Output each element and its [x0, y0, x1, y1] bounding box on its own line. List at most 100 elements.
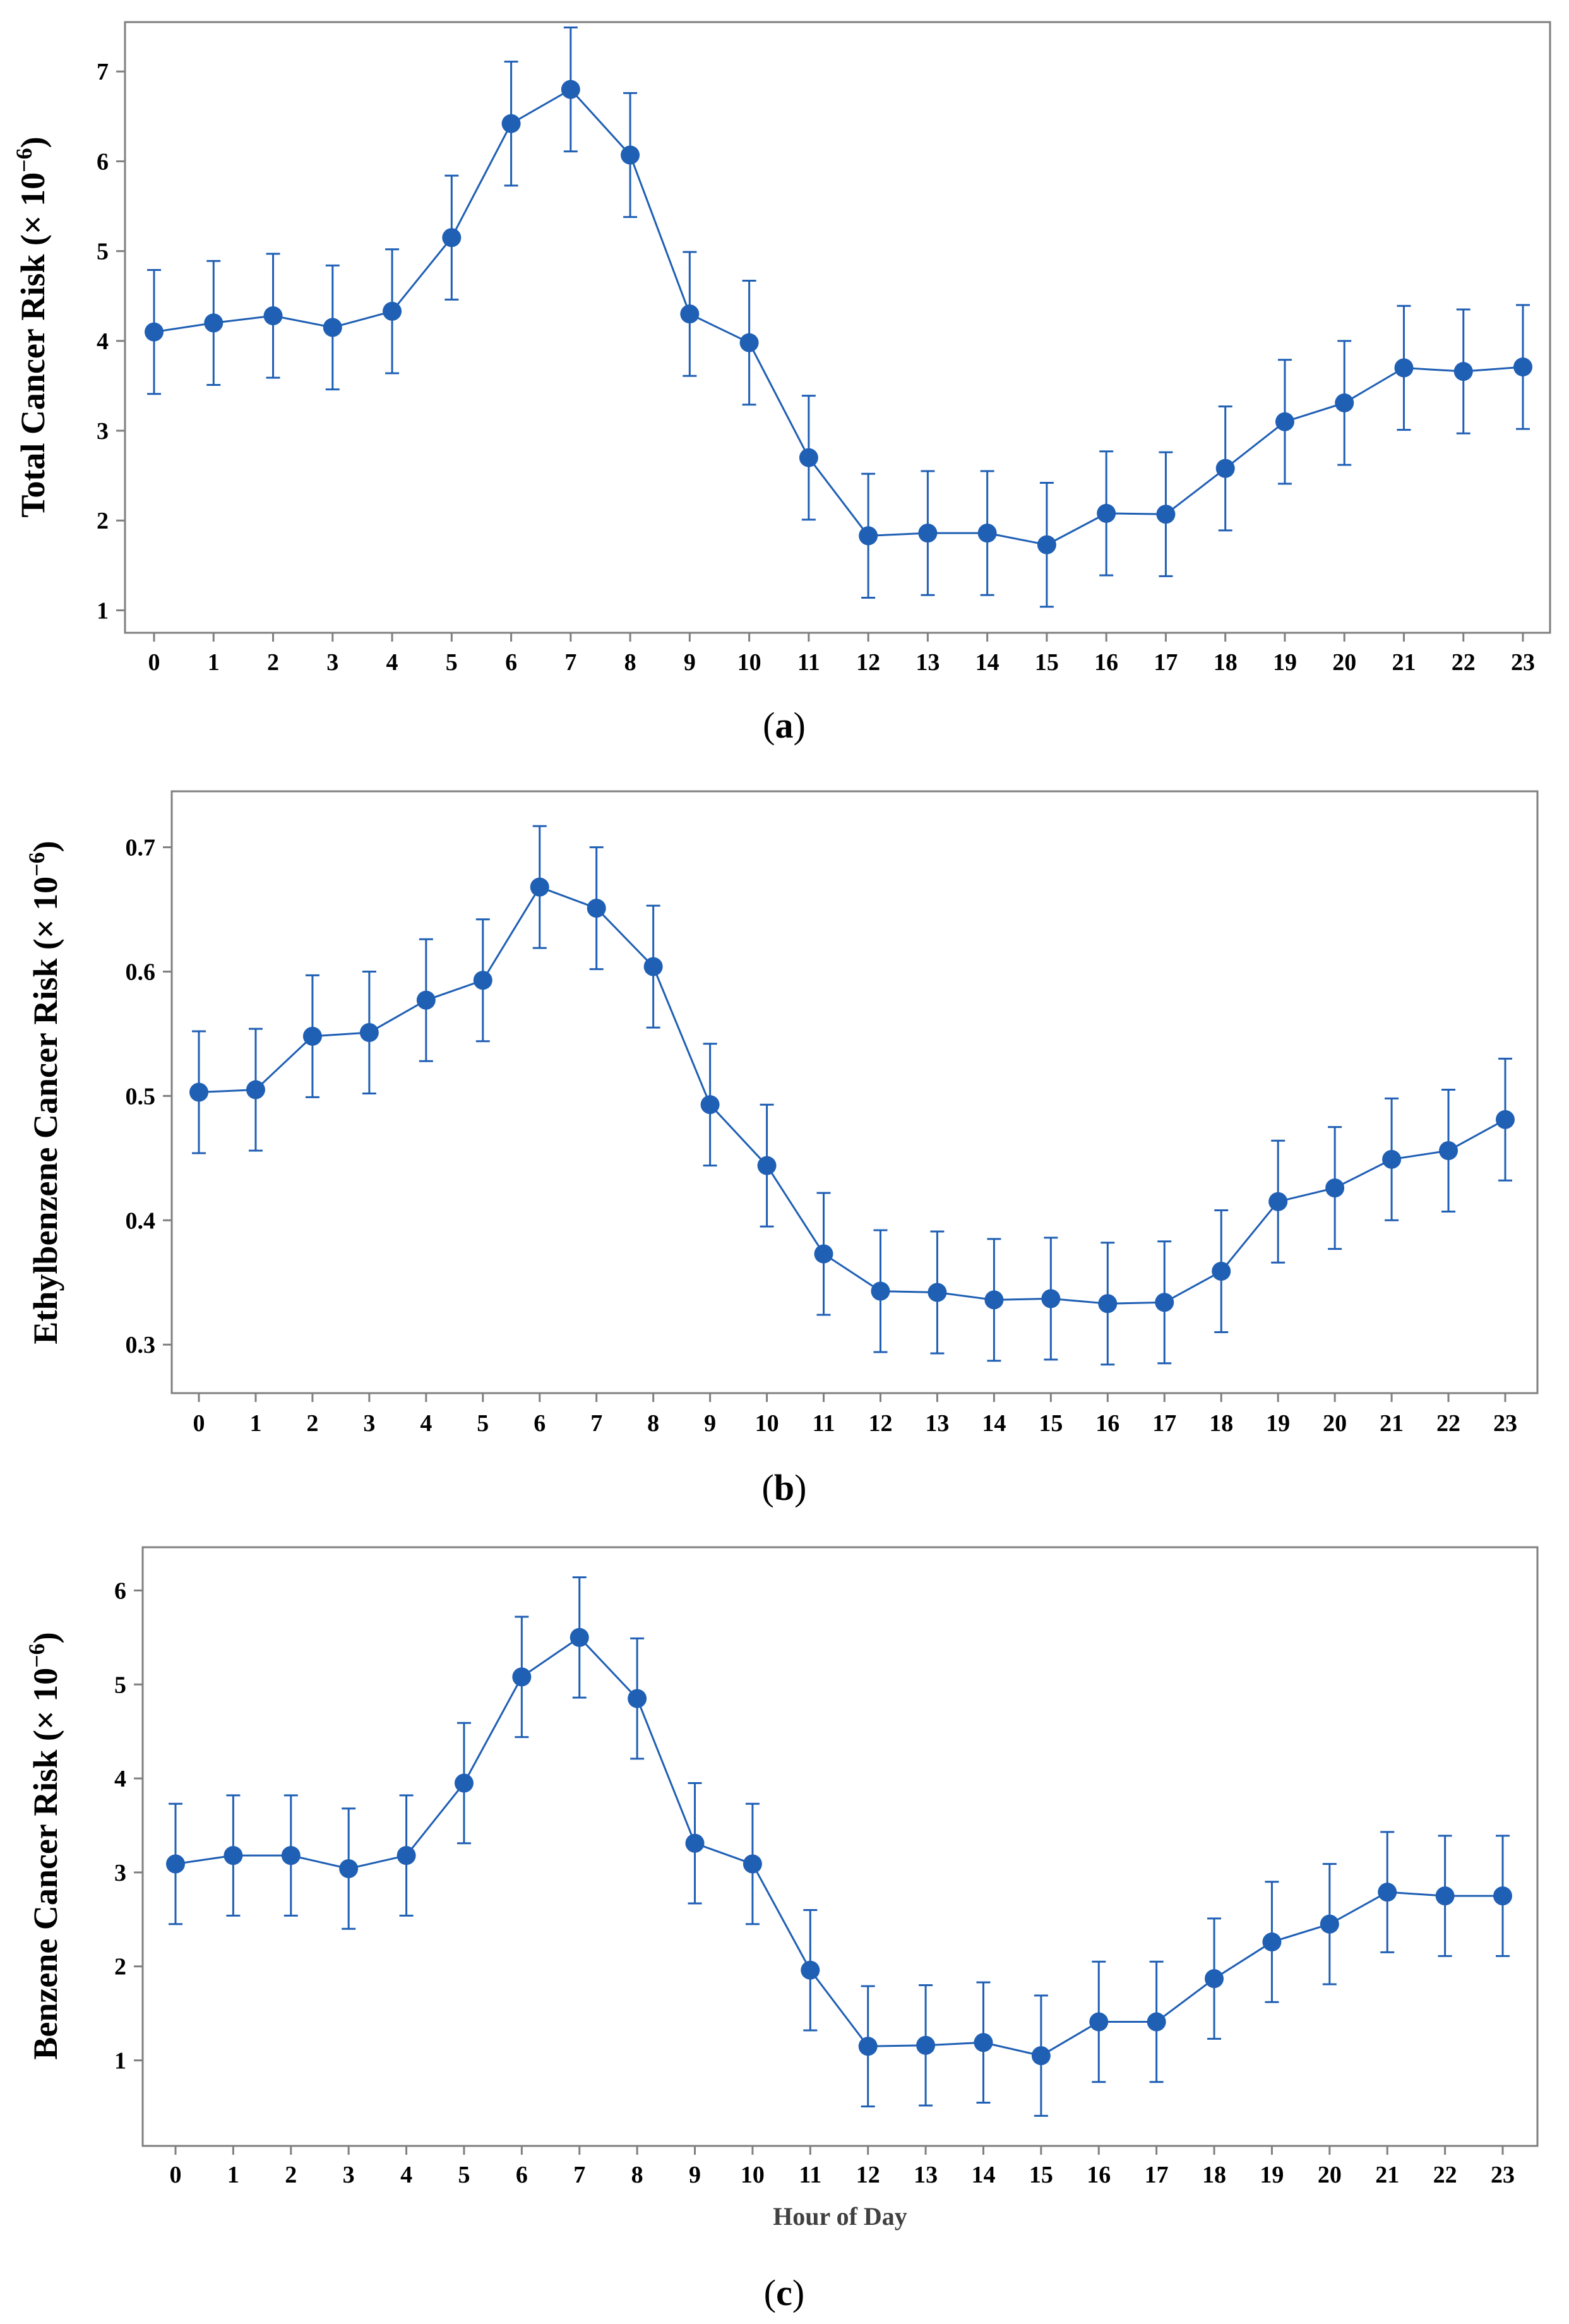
panel-c-y-tick-label: 6 — [114, 1578, 126, 1604]
panel-c-x-tick-label: 11 — [799, 2162, 821, 2188]
panel-a-data-point — [1335, 393, 1354, 412]
panel-c-data-point — [454, 1773, 474, 1793]
panel-b-series-line — [198, 885, 1506, 1305]
panel-c-x-tick-label: 7 — [573, 2162, 585, 2188]
panel-c-x-tick-label: 5 — [458, 2162, 470, 2188]
panel-a-x-tick-label: 7 — [564, 649, 576, 676]
panel-c-x-tick-label: 10 — [741, 2162, 765, 2188]
panel-b-plot-frame — [170, 790, 1539, 1394]
panel-b-x-tick-label: 10 — [755, 1410, 779, 1437]
panel-a-x-tick-label: 12 — [856, 649, 880, 676]
panel-b-y-tick-label: 0.7 — [126, 835, 156, 861]
panel-a-x-tick-label: 2 — [267, 649, 279, 676]
panel-c-y-tick-label: 5 — [114, 1672, 126, 1698]
panel-b-data-point — [473, 971, 492, 990]
panel-b-data-point — [700, 1095, 720, 1115]
panel-a-data-point — [1215, 458, 1235, 478]
panel-a-y-tick-label: 2 — [97, 508, 109, 534]
panel-a-x-tick-label: 3 — [326, 649, 338, 676]
panel-b-data-point — [530, 877, 549, 897]
panel-c-x-tick-label: 4 — [400, 2162, 412, 2188]
panel-c-data-point — [1205, 1969, 1224, 1989]
panel-c-plot-frame — [141, 1546, 1539, 2147]
panel-a-x-tick-label: 20 — [1332, 649, 1356, 676]
panel-a-series-line — [153, 88, 1524, 546]
panel-b-x-tick-label: 9 — [704, 1410, 716, 1437]
panel-b-data-point — [1041, 1289, 1061, 1309]
panel-a-y-tick-label: 6 — [97, 148, 109, 175]
panel-b-caption-letter: b — [774, 1467, 794, 1508]
panel-a-x-tick-label: 15 — [1035, 649, 1059, 676]
panel-b-data-point — [1268, 1192, 1288, 1211]
panel-a-data-point — [323, 318, 342, 337]
panel-b-x-tick-label: 3 — [363, 1410, 375, 1437]
panel-b-x-tick-label: 20 — [1323, 1410, 1347, 1437]
panel-b-y-tick-label: 0.5 — [126, 1083, 156, 1110]
panel-a-x-tick-label: 0 — [148, 649, 160, 676]
panel-b-data-point — [757, 1156, 777, 1175]
panel-a-x-tick-label: 19 — [1273, 649, 1297, 676]
panel-c-data-point — [570, 1627, 589, 1647]
panel-c-data-point — [916, 2035, 936, 2055]
panel-c-x-tick-label: 23 — [1491, 2162, 1515, 2188]
panel-b-data-point — [587, 899, 606, 918]
panel-c-data-point — [801, 1960, 820, 1980]
panel-c-caption-open: ( — [764, 2272, 776, 2313]
panel-b-data-point — [302, 1026, 322, 1046]
panel-a-y-tick-label: 4 — [97, 328, 109, 355]
panel-b-x-tick-label: 7 — [590, 1410, 602, 1437]
panel-c-x-axis-label: Hour of Day — [773, 2202, 907, 2231]
panel-a-x-tick-label: 4 — [386, 649, 398, 676]
panel-b-data-point — [1325, 1178, 1345, 1198]
panel-b-x-tick-label: 13 — [925, 1410, 949, 1437]
panel-a-x-tick-label: 10 — [737, 649, 761, 676]
panel-b-data-point — [1439, 1141, 1459, 1161]
panel-a-data-point — [204, 313, 224, 333]
panel-b-x-tick-label: 12 — [868, 1410, 892, 1437]
panel-c-y-axis-label-exponent: −6 — [24, 1643, 49, 1668]
panel-a-y-axis-label-exponent: −6 — [11, 148, 37, 172]
panel-c-data-point — [1147, 2012, 1166, 2032]
panel-a-y-axis-label-text: Total Cancer Risk (× 10 — [14, 172, 52, 518]
panel-b-x-tick-label: 6 — [534, 1410, 546, 1437]
panel-b-y-axis-label-exponent: −6 — [24, 852, 49, 877]
panel-c-y-tick-label: 4 — [114, 1766, 126, 1792]
panel-c-x-tick-label: 20 — [1318, 2162, 1342, 2188]
panel-a-data-point — [561, 80, 580, 99]
panel-b-y-tick-label: 0.3 — [126, 1332, 156, 1358]
panel-a-x-tick-label: 6 — [505, 649, 517, 676]
panel-b-data-point — [984, 1290, 1004, 1310]
panel-a-data-point — [859, 526, 878, 546]
panel-c-y-tick-label: 1 — [114, 2048, 126, 2075]
panel-b-data-point — [1155, 1293, 1174, 1312]
panel-b-x-tick-label: 11 — [813, 1410, 835, 1437]
panel-b-caption: (b) — [762, 1467, 807, 1508]
panel-b-y-axis-label-close: ) — [27, 841, 64, 852]
panel-a-data-point — [799, 448, 818, 467]
panel-c-x-tick-label: 6 — [516, 2162, 528, 2188]
panel-c-x-tick-label: 3 — [343, 2162, 355, 2188]
panel-a-x-tick-label: 8 — [624, 649, 636, 676]
panel-b-x-tick-label: 2 — [306, 1410, 318, 1437]
panel-a-data-point — [1156, 505, 1176, 524]
panel-a-data-point — [1394, 358, 1414, 378]
panel-c-data-point — [1493, 1886, 1512, 1906]
panel-b: 0.30.40.50.60.70 1 2 3 4 5 6 7 8 9 10 11 12 13 14 15 16 1… — [24, 790, 1539, 1508]
panel-c-y-axis-label: Benzene Cancer Risk (× 10−6) — [24, 1632, 64, 2059]
panel-b-x-tick-label: 17 — [1152, 1410, 1176, 1437]
panel-c-data-point — [224, 1846, 243, 1866]
panel-c-x-tick-label: 1 — [227, 2162, 239, 2188]
panel-c-caption-letter: c — [776, 2272, 792, 2313]
panel-b-data-point — [1098, 1294, 1118, 1314]
panel-b-data-point — [359, 1022, 379, 1042]
panel-b-y-axis-label-text: Ethylbenzene Cancer Risk (× 10 — [27, 877, 64, 1345]
panel-b-x-tick-label: 15 — [1039, 1410, 1063, 1437]
panel-a-data-point — [383, 301, 402, 321]
panel-a-data-point — [977, 524, 997, 543]
panel-c-data-point — [166, 1854, 185, 1874]
panel-b-data-point — [246, 1080, 265, 1099]
panel-b-x-tick-label: 19 — [1266, 1410, 1290, 1437]
